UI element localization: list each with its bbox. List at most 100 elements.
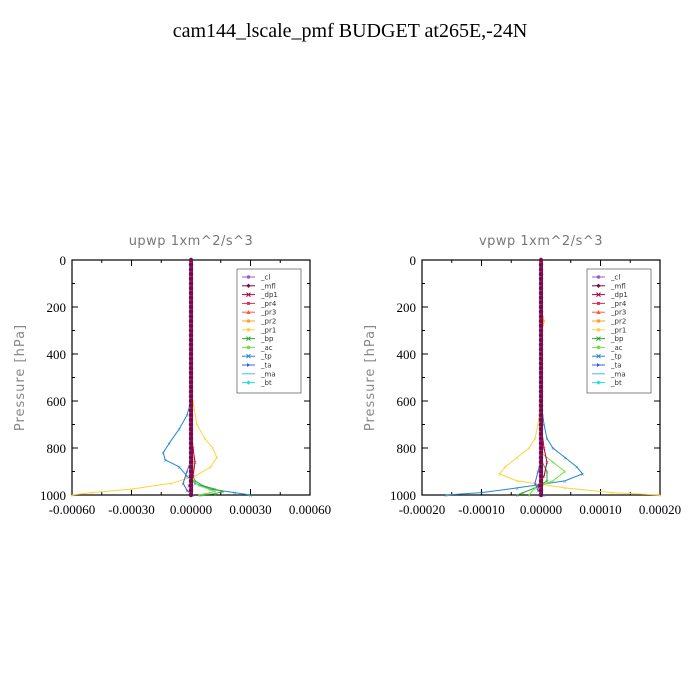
series-line-bp (190, 471, 225, 496)
zero-series-marker (538, 300, 544, 305)
legend-marker (596, 319, 601, 323)
zero-series-marker (188, 328, 194, 333)
series-point-tp: × (233, 490, 237, 498)
series-point-pr2: × (191, 469, 195, 477)
legend-label-pr2: _pr2 (610, 318, 626, 326)
series-point-bp: × (521, 490, 525, 498)
legend-label-tp: _tp (260, 353, 272, 361)
x-tick-label: 0.00000 (170, 502, 212, 517)
zero-series-marker (188, 384, 194, 390)
series-line-tp (162, 400, 251, 496)
series-point-pr1: × (209, 464, 213, 472)
series-point-pr1: × (195, 422, 199, 430)
x-tick-label: 0.00000 (520, 502, 562, 517)
series-point-tp: × (575, 464, 579, 472)
series-point-ac: × (197, 492, 201, 500)
zero-series-marker (538, 412, 544, 418)
zero-series-marker (538, 309, 544, 314)
series-point-pr1: × (527, 445, 531, 453)
series-point-dp1: × (542, 473, 546, 481)
legend-marker (246, 353, 251, 359)
series-point-pr1: × (203, 436, 207, 444)
zero-series-marker (188, 333, 194, 338)
legend-label-cl: _cl (610, 274, 620, 282)
zero-series-marker (188, 403, 194, 408)
series-point-pr1: × (497, 471, 501, 479)
zero-series-marker (538, 290, 544, 296)
y-tick-label: 400 (397, 347, 417, 362)
zero-series-marker (188, 412, 194, 418)
zero-series-marker (188, 394, 194, 399)
zero-series-marker (538, 394, 544, 399)
series-point-dp1: × (191, 473, 195, 481)
panel-title: vpwp 1xm^2/s^3 (479, 234, 603, 249)
series-point-ac: × (533, 485, 537, 493)
legend-marker (596, 353, 601, 359)
series-point-tp: × (480, 490, 484, 498)
series-point-pr1: × (215, 454, 219, 462)
zero-series-marker (538, 398, 544, 404)
series-point-ac: × (563, 469, 567, 477)
zero-series-marker (538, 323, 544, 328)
legend-label-bt: _bt (610, 379, 622, 387)
series-point-tp: × (563, 454, 567, 462)
series-point-ac: × (551, 478, 555, 486)
zero-series-marker (188, 323, 194, 328)
legend-marker (597, 301, 600, 305)
series-point-pr2: × (542, 318, 546, 326)
zero-series-marker (188, 271, 194, 277)
zero-series-marker (538, 351, 544, 357)
zero-series-marker (188, 361, 194, 366)
series-point-tp: × (563, 478, 567, 486)
legend-label-pr1: _pr1 (610, 326, 626, 334)
zero-series-marker (538, 441, 544, 446)
legend-marker (246, 345, 251, 350)
zero-series-marker (538, 459, 544, 465)
series-point-bp: × (199, 492, 203, 500)
zero-series-marker (188, 492, 194, 498)
legend-label-bp: _bp (260, 335, 274, 343)
zero-series-marker (188, 370, 194, 375)
legend-marker (597, 363, 601, 367)
zero-series-marker (538, 337, 544, 343)
series-point-dp1: × (193, 459, 197, 467)
series-point-ta: × (542, 492, 546, 500)
zero-series-marker (538, 389, 544, 394)
y-tick-label: 800 (397, 441, 417, 456)
series-point-bp: × (213, 486, 217, 494)
series-point-tp: × (542, 422, 546, 430)
legend-marker (246, 275, 251, 279)
series-point-tp: × (193, 480, 197, 488)
series-point-bp: × (533, 485, 537, 493)
series-point-pr1: × (70, 492, 74, 500)
zero-series-marker (188, 365, 194, 371)
zero-series-marker (188, 445, 194, 451)
legend-marker (596, 380, 601, 385)
zero-series-marker (538, 281, 544, 286)
zero-series-marker (188, 478, 194, 484)
legend-marker (596, 328, 601, 332)
zero-series-marker (188, 267, 194, 272)
zero-series-marker (538, 483, 544, 488)
legend-label-dp1: _dp1 (260, 291, 278, 299)
zero-series-marker (188, 290, 194, 296)
zero-series-marker (538, 488, 544, 493)
zero-series-marker (188, 408, 194, 413)
series-point-pr1: × (191, 398, 195, 406)
zero-series-marker (538, 257, 544, 263)
x-tick-label: -0.00020 (399, 502, 446, 517)
zero-series-marker (538, 333, 544, 338)
series-point-ta: × (191, 492, 195, 500)
zero-series-marker (188, 257, 194, 263)
legend-marker (596, 283, 601, 288)
legend-label-ta: _ta (610, 362, 622, 370)
zero-series-marker (188, 276, 194, 281)
series-point-ac: × (191, 478, 195, 486)
legend-marker (246, 336, 251, 341)
zero-series-marker (188, 281, 194, 286)
legend-label-ac: _ac (260, 344, 273, 352)
series-point-pr1: × (610, 490, 614, 498)
zero-series-marker (538, 295, 544, 300)
series-point-tp: × (515, 485, 519, 493)
zero-series-marker (538, 262, 544, 267)
